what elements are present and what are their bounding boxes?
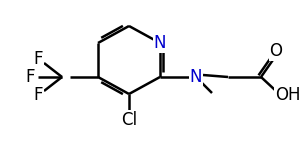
Text: N: N	[190, 68, 202, 86]
Text: F: F	[33, 50, 43, 68]
Text: OH: OH	[275, 86, 301, 104]
Text: N: N	[154, 34, 166, 52]
Text: Cl: Cl	[121, 111, 137, 129]
Text: F: F	[25, 68, 35, 86]
Text: O: O	[270, 42, 282, 60]
Text: F: F	[33, 86, 43, 104]
